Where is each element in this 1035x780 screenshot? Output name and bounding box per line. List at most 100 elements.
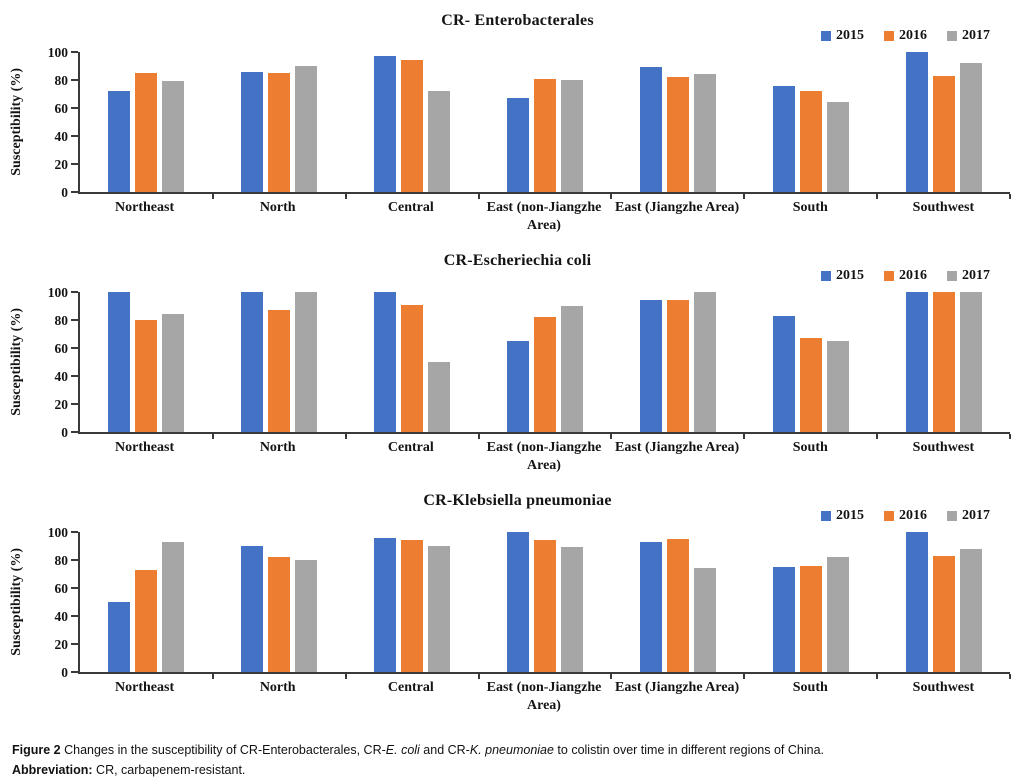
bar-2016 [135, 320, 158, 432]
legend-swatch-icon [821, 31, 831, 41]
x-category-label: Southwest [912, 440, 975, 455]
legend-swatch-icon [821, 511, 831, 521]
legend-swatch-icon [947, 511, 957, 521]
bar-group [877, 52, 1010, 192]
bar-2017 [162, 314, 185, 432]
bar-group [611, 292, 744, 432]
bar-group [744, 52, 877, 192]
y-axis: 0 20 40 60 80 100 [34, 525, 78, 678]
y-axis-title: Susceptibility (%) [9, 548, 24, 656]
y-axis-title: Susceptibility (%) [9, 68, 24, 176]
bar-2016 [534, 540, 556, 672]
bar-2017 [295, 560, 318, 672]
bar-2016 [932, 555, 955, 672]
bar-2015 [374, 292, 397, 432]
y-tick-label: 40 [54, 128, 69, 144]
legend-label: 2015 [836, 28, 864, 43]
y-tick-label: 60 [54, 340, 69, 356]
x-tick-mark [477, 194, 480, 199]
bar-2015 [108, 292, 131, 432]
legend-swatch-icon [947, 271, 957, 281]
bar-2017 [693, 74, 716, 192]
legend-label: 2017 [962, 28, 990, 43]
plot [71, 531, 1011, 679]
x-tick-mark [876, 674, 879, 679]
bar-2015 [108, 91, 131, 192]
x-category-label: North [259, 200, 296, 215]
bar-2015 [772, 315, 795, 432]
bar-2015 [241, 71, 264, 192]
x-axis-labels: Northeast North Central East (non-Jiangzhe … [78, 439, 1010, 474]
x-tick-mark [477, 434, 480, 439]
x-category-label: North [259, 680, 296, 695]
bar-2016 [799, 338, 822, 432]
legend-swatch-icon [821, 271, 831, 281]
legend-label: 2016 [899, 508, 927, 523]
bar-2017 [826, 557, 849, 672]
bar-2017 [295, 66, 318, 192]
bar-2017 [826, 102, 849, 192]
y-tick-mark [71, 531, 78, 533]
bar-2015 [639, 300, 662, 432]
chart-2: CR-Escheriechia coli 2015 2016 2017 Suscepti… [0, 252, 1035, 484]
x-axis-labels: Northeast North Central East (non-Jiangzhe … [78, 679, 1010, 714]
plot [71, 291, 1011, 439]
bar-group [479, 292, 612, 432]
caption-text: Abbreviation: [12, 763, 93, 777]
bar-2015 [374, 537, 397, 672]
y-tick-label: 60 [54, 100, 69, 116]
x-category-label: South [792, 680, 828, 695]
x-tick-mark [211, 434, 214, 439]
legend-label: 2016 [899, 268, 927, 283]
x-category-label: Northeast [115, 440, 175, 455]
y-tick-label: 80 [54, 312, 69, 328]
x-tick-mark [1009, 194, 1011, 199]
x-tick-mark [743, 434, 746, 439]
bar-2015 [905, 52, 928, 192]
bar-group [744, 292, 877, 432]
x-category-label: East (non-Jiangzhe Area) [486, 680, 602, 713]
x-category-label: North [259, 440, 296, 455]
y-tick-mark [71, 587, 78, 589]
bar-2016 [135, 569, 158, 672]
bar-2015 [772, 85, 795, 192]
x-category-label: Northeast [115, 200, 175, 215]
legend-item-2017: 2017 [947, 28, 990, 44]
x-category-label: East (non-Jiangzhe Area) [486, 440, 602, 473]
bar-group [346, 52, 479, 192]
bar-2017 [561, 547, 583, 672]
x-category-label: East (Jiangzhe Area) [615, 440, 740, 455]
y-tick-mark [71, 79, 78, 81]
bar-2017 [693, 568, 716, 672]
bar-2017 [295, 292, 318, 432]
y-tick-label: 60 [54, 580, 69, 596]
legend-item-2015: 2015 [821, 28, 864, 44]
y-tick-label: 0 [61, 424, 68, 440]
y-tick-mark [71, 431, 78, 433]
bar-2016 [932, 292, 955, 432]
x-tick-mark [344, 434, 347, 439]
legend-item-2016: 2016 [884, 28, 927, 44]
x-tick-mark [1009, 674, 1011, 679]
bar-2016 [401, 540, 424, 672]
legend-item-2017: 2017 [947, 508, 990, 524]
chart-3: CR-Klebsiella pneumoniae 2015 2016 2017 Susc… [0, 492, 1035, 724]
caption-text: E. coli [385, 743, 420, 757]
y-axis-title-box: Susceptibility (%) [0, 532, 34, 672]
caption-text: to colistin over time in different regio… [553, 743, 824, 757]
bar-2017 [428, 91, 451, 192]
x-tick-mark [477, 674, 480, 679]
legend-item-2015: 2015 [821, 268, 864, 284]
bar-group [213, 52, 346, 192]
bar-2017 [826, 341, 849, 432]
x-tick-mark [876, 194, 879, 199]
bar-groups [80, 52, 1010, 192]
legend-label: 2017 [962, 508, 990, 523]
legend-item-2017: 2017 [947, 268, 990, 284]
plot [71, 51, 1011, 199]
y-tick-mark [71, 319, 78, 321]
bar-2017 [162, 541, 185, 672]
legend-swatch-icon [884, 511, 894, 521]
bar-group [877, 292, 1010, 432]
caption-line-1: Figure 2 Changes in the susceptibility o… [12, 740, 1015, 760]
